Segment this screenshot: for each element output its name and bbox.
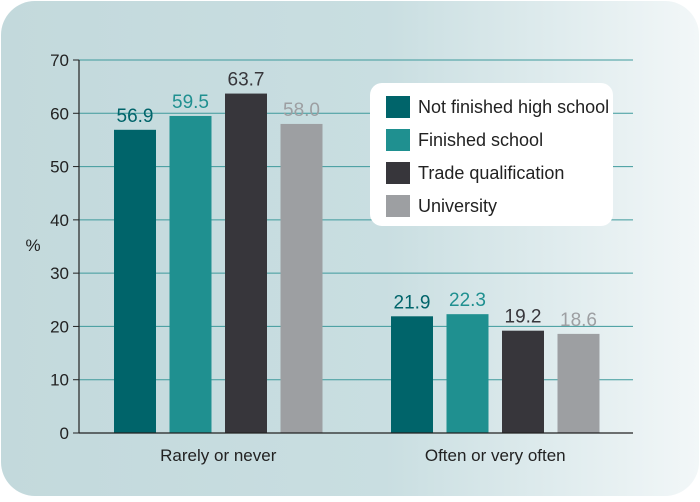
legend-swatch [386, 96, 410, 118]
axes: 0 10 20 30 40 50 60 70 Rarely or never Often or v… [50, 51, 633, 465]
x-category-label: Rarely or never [160, 446, 277, 465]
bar [169, 115, 212, 433]
bar [225, 93, 267, 433]
y-tick-label: 70 [50, 51, 69, 70]
bar [557, 333, 600, 433]
y-tick-label: 10 [50, 371, 69, 390]
legend-label: Trade qualification [418, 163, 564, 183]
legend-label: Finished school [418, 130, 543, 150]
data-label: 63.7 [228, 70, 265, 91]
legend: Not finished high school Finished school T… [370, 83, 613, 226]
bar [446, 314, 489, 433]
legend-label: University [418, 196, 497, 216]
y-tick-label: 40 [50, 211, 69, 230]
data-label: 22.3 [449, 290, 486, 311]
bar [502, 330, 544, 433]
legend-swatch [386, 162, 410, 184]
y-tick-label: 50 [50, 158, 69, 177]
data-label: 18.6 [560, 310, 597, 331]
data-label: 59.5 [172, 92, 209, 113]
y-tick-label: 0 [60, 424, 69, 443]
data-label: 58.0 [283, 100, 320, 121]
bar [391, 316, 433, 433]
y-tick-label: 30 [50, 264, 69, 283]
x-category-label: Often or very often [425, 446, 566, 465]
legend-box [370, 83, 613, 226]
bar [280, 123, 323, 433]
bar [114, 129, 156, 433]
bars: 56.9 59.5 63.7 58.0 21.9 22.3 19.2 18.6 [114, 70, 600, 433]
data-label: 21.9 [394, 292, 431, 313]
legend-swatch [386, 195, 410, 217]
data-label: 56.9 [117, 106, 154, 127]
y-tick-label: 60 [50, 104, 69, 123]
legend-label: Not finished high school [418, 97, 609, 117]
legend-swatch [386, 129, 410, 151]
data-label: 19.2 [505, 307, 542, 328]
y-tick-label: 20 [50, 317, 69, 336]
y-axis-label: % [25, 236, 40, 255]
